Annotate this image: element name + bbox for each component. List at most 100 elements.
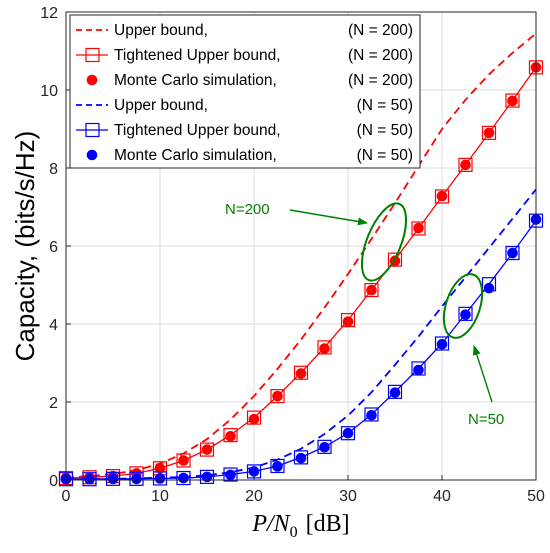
legend-label: Upper bound, xyxy=(114,97,208,114)
legend-swatch-dot xyxy=(86,74,98,86)
dot-marker xyxy=(107,473,119,485)
dot-marker xyxy=(319,441,330,453)
square-marker xyxy=(105,471,121,486)
series-6 xyxy=(60,214,542,485)
square-marker xyxy=(176,470,191,486)
dot-marker xyxy=(319,343,330,354)
square-marker xyxy=(223,428,238,443)
dot-marker xyxy=(225,469,236,481)
square-marker xyxy=(364,282,379,298)
legend-item-2: Tightened Upper bound, (N = 200) xyxy=(76,47,413,64)
x-axis-label: P/N0 [dB] xyxy=(251,511,349,541)
legend-item-1: Upper bound, (N = 200) xyxy=(76,22,413,39)
arrow-n200 xyxy=(289,209,368,226)
dot-marker xyxy=(201,444,213,455)
legend-param: (N = 200) xyxy=(348,72,413,89)
square-marker xyxy=(481,125,497,141)
square-marker xyxy=(223,467,238,482)
legend-label: Monte Carlo simulation, xyxy=(114,147,277,164)
dot-marker xyxy=(507,95,518,107)
legend-label: Monte Carlo simulation, xyxy=(114,72,277,89)
dot-marker xyxy=(483,282,495,294)
dot-marker xyxy=(436,190,448,202)
square-marker xyxy=(364,407,379,422)
legend: Upper bound, (N = 200)Tightened Upper bou… xyxy=(69,14,421,169)
square-marker xyxy=(434,189,450,204)
dot-marker xyxy=(507,247,518,259)
annotation-n50: N=50 xyxy=(468,411,504,428)
series-1 xyxy=(65,32,537,479)
legend-swatch-square xyxy=(85,47,100,63)
y-axis-label: Capacity, (bits/s/Hz) xyxy=(10,131,40,362)
legend-item-4: Upper bound, (N = 50) xyxy=(76,97,413,114)
x-tick-label: 50 xyxy=(527,488,545,505)
ticks: 0 10 20 30 40 50 0 2 4 6 8 10 12 xyxy=(40,5,545,505)
dot-marker xyxy=(413,364,424,376)
square-marker xyxy=(317,439,332,454)
square-marker xyxy=(434,336,450,351)
legend-label: Tightened Upper bound, xyxy=(114,47,281,64)
x-tick-label: 30 xyxy=(339,488,357,505)
dot-marker xyxy=(272,390,283,402)
y-tick-label: 12 xyxy=(40,5,58,22)
arrow-n50 xyxy=(472,345,493,403)
square-marker xyxy=(270,458,285,474)
y-tick-label: 10 xyxy=(40,83,58,100)
dot-marker xyxy=(483,127,495,139)
dot-marker xyxy=(248,413,260,425)
square-marker xyxy=(129,471,144,486)
square-marker xyxy=(505,245,520,261)
square-marker xyxy=(387,384,403,399)
square-marker xyxy=(458,157,473,172)
dot-marker xyxy=(295,452,307,464)
legend-param: (N = 50) xyxy=(357,122,413,139)
x-tick-label: 10 xyxy=(151,488,169,505)
dot-marker xyxy=(389,387,401,398)
dot-marker xyxy=(225,431,236,442)
square-marker xyxy=(293,450,309,465)
dot-marker xyxy=(460,159,471,171)
square-marker xyxy=(505,93,520,108)
legend-swatch-dot xyxy=(86,149,98,161)
dot-marker xyxy=(295,368,307,379)
legend-param: (N = 200) xyxy=(348,22,413,39)
dot-marker xyxy=(248,466,260,477)
legend-item-5: Tightened Upper bound, (N = 50) xyxy=(76,122,413,139)
dot-marker xyxy=(178,455,189,466)
square-marker xyxy=(317,340,332,355)
legend-item-6: Monte Carlo simulation, (N = 50) xyxy=(86,147,413,164)
x-tick-label: 20 xyxy=(245,488,263,505)
y-tick-label: 6 xyxy=(49,239,58,256)
legend-box xyxy=(69,14,421,169)
dot-marker xyxy=(342,316,354,327)
dot-marker xyxy=(154,463,166,474)
square-marker xyxy=(411,221,426,236)
dot-marker xyxy=(84,473,95,485)
dot-marker xyxy=(178,472,189,484)
dot-marker xyxy=(131,473,142,485)
y-tick-label: 8 xyxy=(49,161,58,178)
square-marker xyxy=(293,365,309,380)
dot-marker xyxy=(366,409,377,421)
annotations: N=200 N=50 xyxy=(225,201,504,428)
square-marker xyxy=(199,442,215,457)
ellipse-n200 xyxy=(360,202,408,282)
legend-param: (N = 200) xyxy=(348,47,413,64)
legend-param: (N = 50) xyxy=(357,147,413,164)
dot-marker xyxy=(366,284,377,296)
legend-item-3: Monte Carlo simulation, (N = 200) xyxy=(86,72,413,89)
y-tick-label: 4 xyxy=(49,317,58,334)
square-marker xyxy=(199,469,215,484)
dot-marker xyxy=(342,427,354,439)
legend-swatch-square xyxy=(85,122,100,138)
square-marker xyxy=(340,426,356,441)
annotation-n200: N=200 xyxy=(225,201,270,218)
legend-label: Upper bound, xyxy=(114,22,208,39)
square-marker xyxy=(152,471,168,486)
y-tick-label: 0 xyxy=(49,473,58,490)
dot-marker xyxy=(436,338,448,350)
y-tick-label: 2 xyxy=(49,395,58,412)
legend-label: Tightened Upper bound, xyxy=(114,122,281,139)
dot-marker xyxy=(413,222,424,234)
dot-marker xyxy=(201,471,213,483)
